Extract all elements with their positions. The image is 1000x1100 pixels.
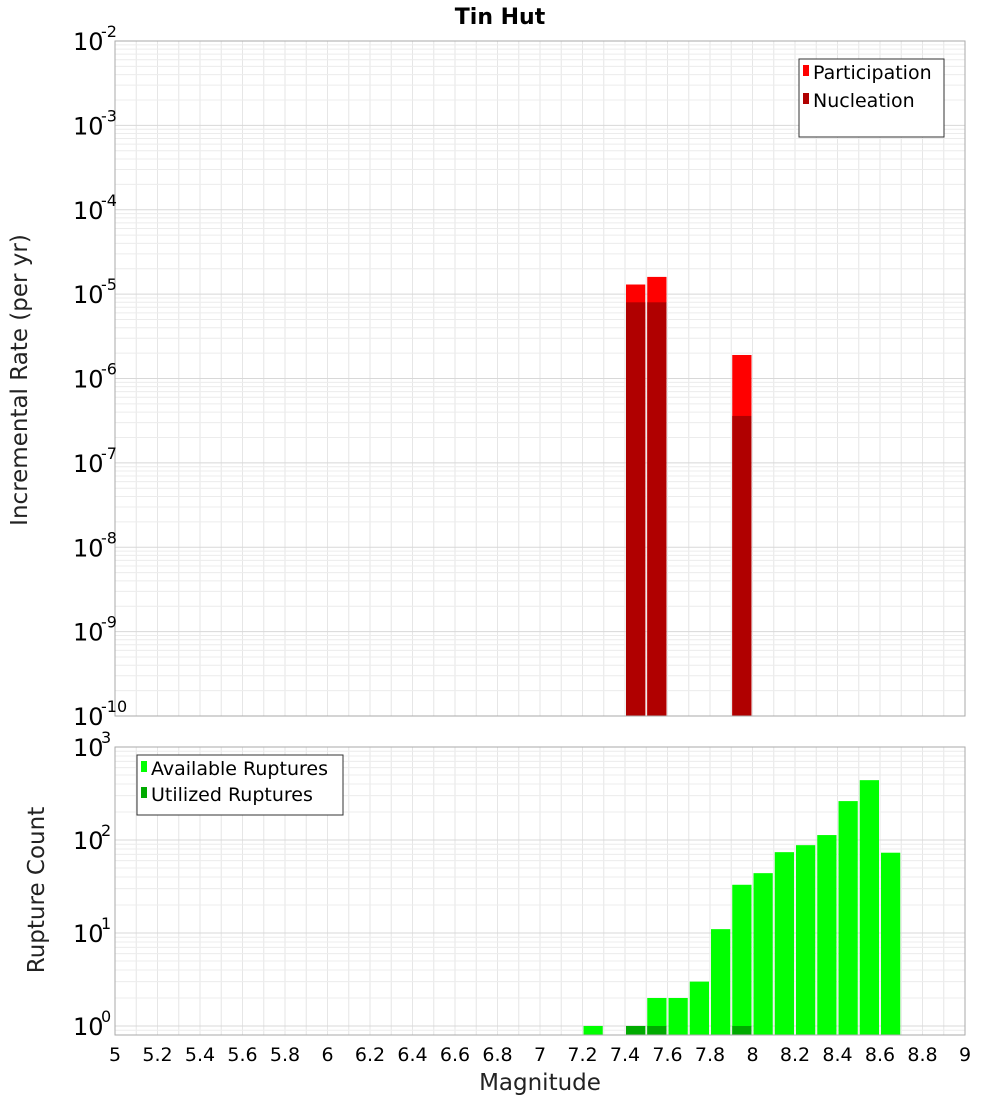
chart-title: Tin Hut — [455, 5, 546, 30]
top-legend-label: Participation — [813, 62, 932, 84]
x-tick-label: 5.4 — [185, 1044, 215, 1066]
top-legend-box — [798, 58, 945, 138]
x-tick-label: 5.2 — [142, 1044, 172, 1066]
bottom-bar-available-ruptures — [817, 835, 837, 1035]
top-y-tick-label: 10 — [73, 112, 104, 140]
x-tick-label: 7.4 — [610, 1044, 640, 1066]
top-bar-nucleation — [732, 415, 752, 716]
bottom-bar-available-ruptures — [689, 981, 709, 1035]
bottom-y-tick-exponent: 2 — [101, 821, 111, 840]
bottom-y-tick-exponent: 1 — [101, 914, 111, 933]
top-legend: Participation Nucleation — [798, 58, 945, 138]
bottom-legend-box — [136, 754, 344, 816]
x-tick-label: 6.2 — [355, 1044, 385, 1066]
top-y-tick-label: 10 — [73, 197, 104, 225]
x-tick-label: 8.4 — [822, 1044, 852, 1066]
x-tick-label: 7.2 — [567, 1044, 597, 1066]
top-y-tick-label: 10 — [73, 28, 104, 56]
bottom-bar-utilized-ruptures — [626, 1025, 646, 1035]
bottom-bar-available-ruptures — [711, 929, 731, 1035]
bottom-legend-swatch — [141, 787, 147, 798]
bottom-y-tick-label: 10 — [73, 1013, 104, 1041]
x-tick-label: 8 — [746, 1044, 758, 1066]
bottom-y-tick-label: 10 — [73, 827, 104, 855]
x-tick-label: 5 — [109, 1044, 121, 1066]
bottom-bar-available-ruptures — [732, 884, 752, 1035]
top-legend-swatch — [803, 65, 809, 76]
top-legend-label: Nucleation — [813, 90, 915, 112]
top-y-tick-label: 10 — [73, 534, 104, 562]
top-y-tick-label: 10 — [73, 703, 104, 731]
x-axis-label: Magnitude — [479, 1070, 601, 1096]
bottom-bar-available-ruptures — [647, 997, 667, 1035]
top-plot-border — [114, 40, 966, 717]
top-y-tick-label: 10 — [73, 619, 104, 647]
bottom-legend-swatch — [141, 761, 147, 772]
top-legend-swatch — [803, 93, 809, 104]
x-tick-label: 7.8 — [695, 1044, 725, 1066]
bottom-plot-border — [114, 746, 966, 1036]
bottom-y-tick-label: 10 — [73, 734, 104, 762]
top-bar-nucleation — [626, 302, 646, 716]
x-tick-label: 7 — [534, 1044, 546, 1066]
x-tick-label: 8.8 — [907, 1044, 937, 1066]
bottom-bar-available-ruptures — [753, 873, 773, 1035]
top-y-tick-exponent: -7 — [101, 444, 117, 463]
x-tick-label: 6 — [321, 1044, 333, 1066]
top-y-tick-label: 10 — [73, 281, 104, 309]
top-y-tick-exponent: -8 — [101, 528, 117, 547]
x-tick-label: 5.8 — [270, 1044, 300, 1066]
top-y-tick-exponent: -10 — [101, 697, 127, 716]
top-y-tick-exponent: -6 — [101, 360, 117, 379]
bottom-bar-available-ruptures — [796, 845, 816, 1035]
x-tick-label: 6.4 — [397, 1044, 427, 1066]
top-y-tick-label: 10 — [73, 450, 104, 478]
top-y-tick-label: 10 — [73, 366, 104, 394]
bottom-legend-label: Available Ruptures — [151, 758, 328, 780]
bottom-bar-available-ruptures — [838, 801, 858, 1035]
x-tick-label: 8.2 — [780, 1044, 810, 1066]
bottom-bar-available-ruptures — [668, 997, 688, 1035]
bottom-legend-label: Utilized Ruptures — [151, 784, 313, 806]
bottom-y-tick-exponent: 0 — [101, 1007, 111, 1026]
top-bar-nucleation — [647, 302, 667, 716]
top-y-tick-exponent: -5 — [101, 275, 117, 294]
x-tick-label: 5.6 — [227, 1044, 257, 1066]
bottom-bar-utilized-ruptures — [732, 1025, 752, 1035]
bottom-bar-available-ruptures — [881, 852, 901, 1035]
top-y-tick-exponent: -4 — [101, 191, 117, 210]
bottom-bar-utilized-ruptures — [647, 1025, 667, 1035]
top-y-axis-label: Incremental Rate (per yr) — [7, 234, 33, 526]
x-tick-label: 9 — [959, 1044, 971, 1066]
bottom-bar-available-ruptures — [774, 852, 794, 1035]
bottom-bar-available-ruptures — [859, 780, 879, 1035]
x-tick-label: 8.6 — [865, 1044, 895, 1066]
x-tick-label: 7.6 — [652, 1044, 682, 1066]
top-y-tick-exponent: -3 — [101, 106, 117, 125]
bottom-y-tick-label: 10 — [73, 920, 104, 948]
bottom-y-tick-exponent: 3 — [101, 728, 111, 747]
bottom-legend: Available Ruptures Utilized Ruptures — [136, 754, 344, 816]
bottom-y-axis-label: Rupture Count — [24, 807, 50, 973]
top-y-tick-exponent: -9 — [101, 613, 117, 632]
bottom-bar-available-ruptures — [583, 1025, 603, 1035]
top-plot-panel: 10-1010-910-810-710-610-510-410-310-2Par… — [73, 22, 966, 731]
x-tick-label: 6.8 — [482, 1044, 512, 1066]
x-tick-label: 6.6 — [440, 1044, 470, 1066]
top-y-tick-exponent: -2 — [101, 22, 117, 41]
